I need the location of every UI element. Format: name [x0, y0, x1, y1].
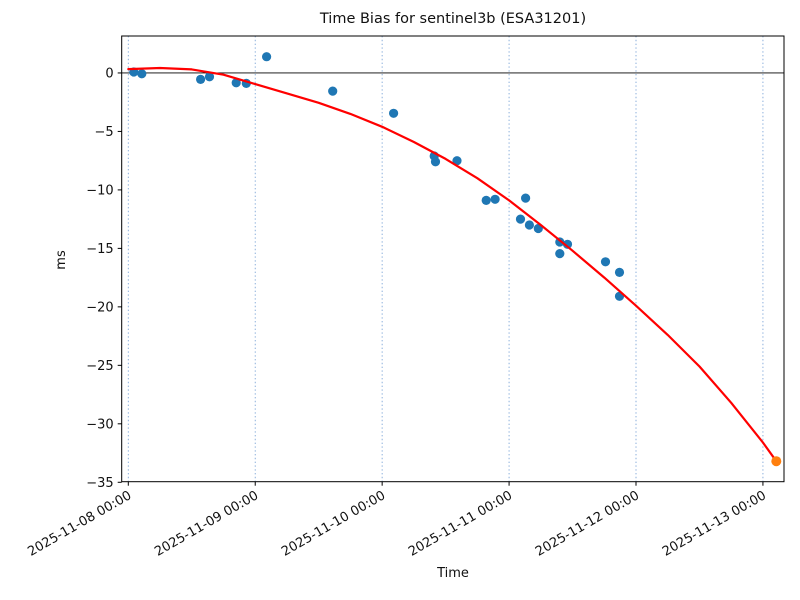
- x-tick-label: 2025-11-12 00:00: [533, 488, 642, 560]
- time-bias-observations-marker: [262, 52, 272, 62]
- time-bias-observations-marker: [614, 267, 625, 277]
- x-tick-label: 2025-11-08 00:00: [25, 488, 134, 560]
- time-bias-observations-marker: [524, 220, 535, 230]
- time-bias-observations-marker: [452, 156, 462, 166]
- y-tick-label: −10: [86, 183, 113, 198]
- y-tick-label: −30: [86, 417, 113, 432]
- y-tick-label: −15: [86, 242, 113, 257]
- time-bias-observations-marker: [231, 78, 241, 88]
- y-axis-label: ms: [54, 250, 69, 270]
- x-tick-label: 2025-11-11 00:00: [406, 488, 515, 560]
- time-bias-observations-marker: [481, 195, 491, 205]
- time-bias-observations-marker: [328, 86, 338, 96]
- x-tick-label: 2025-11-10 00:00: [279, 488, 388, 560]
- x-tick-label: 2025-11-13 00:00: [660, 488, 769, 560]
- plot-border: [121, 35, 785, 483]
- time-bias-observations-marker: [521, 193, 531, 203]
- time-bias-observations-marker: [389, 108, 399, 118]
- y-tick-label: −20: [86, 300, 113, 315]
- time-bias-observations-marker: [490, 194, 500, 204]
- y-tick-label: −25: [86, 359, 113, 374]
- time-bias-observations-marker: [562, 239, 573, 249]
- x-axis-label: Time: [437, 566, 469, 581]
- time-bias-observations-marker: [137, 69, 147, 79]
- x-tick-label: 2025-11-09 00:00: [152, 488, 261, 560]
- time-bias-observations-marker: [515, 214, 526, 224]
- y-tick-label: 0: [105, 66, 113, 81]
- polynomial-fit-curve: [127, 66, 778, 463]
- chart-title: Time Bias for sentinel3b (ESA31201): [319, 11, 587, 27]
- latest-extrapolated-point-marker: [771, 456, 782, 467]
- time-bias-observations-marker: [430, 157, 441, 167]
- y-tick-label: −5: [95, 125, 114, 140]
- time-bias-observations-marker: [196, 74, 206, 84]
- time-bias-observations-marker: [600, 257, 611, 267]
- y-tick-label: −35: [86, 476, 113, 491]
- time-bias-observations-marker: [555, 249, 565, 259]
- time-bias-observations-marker: [204, 72, 215, 82]
